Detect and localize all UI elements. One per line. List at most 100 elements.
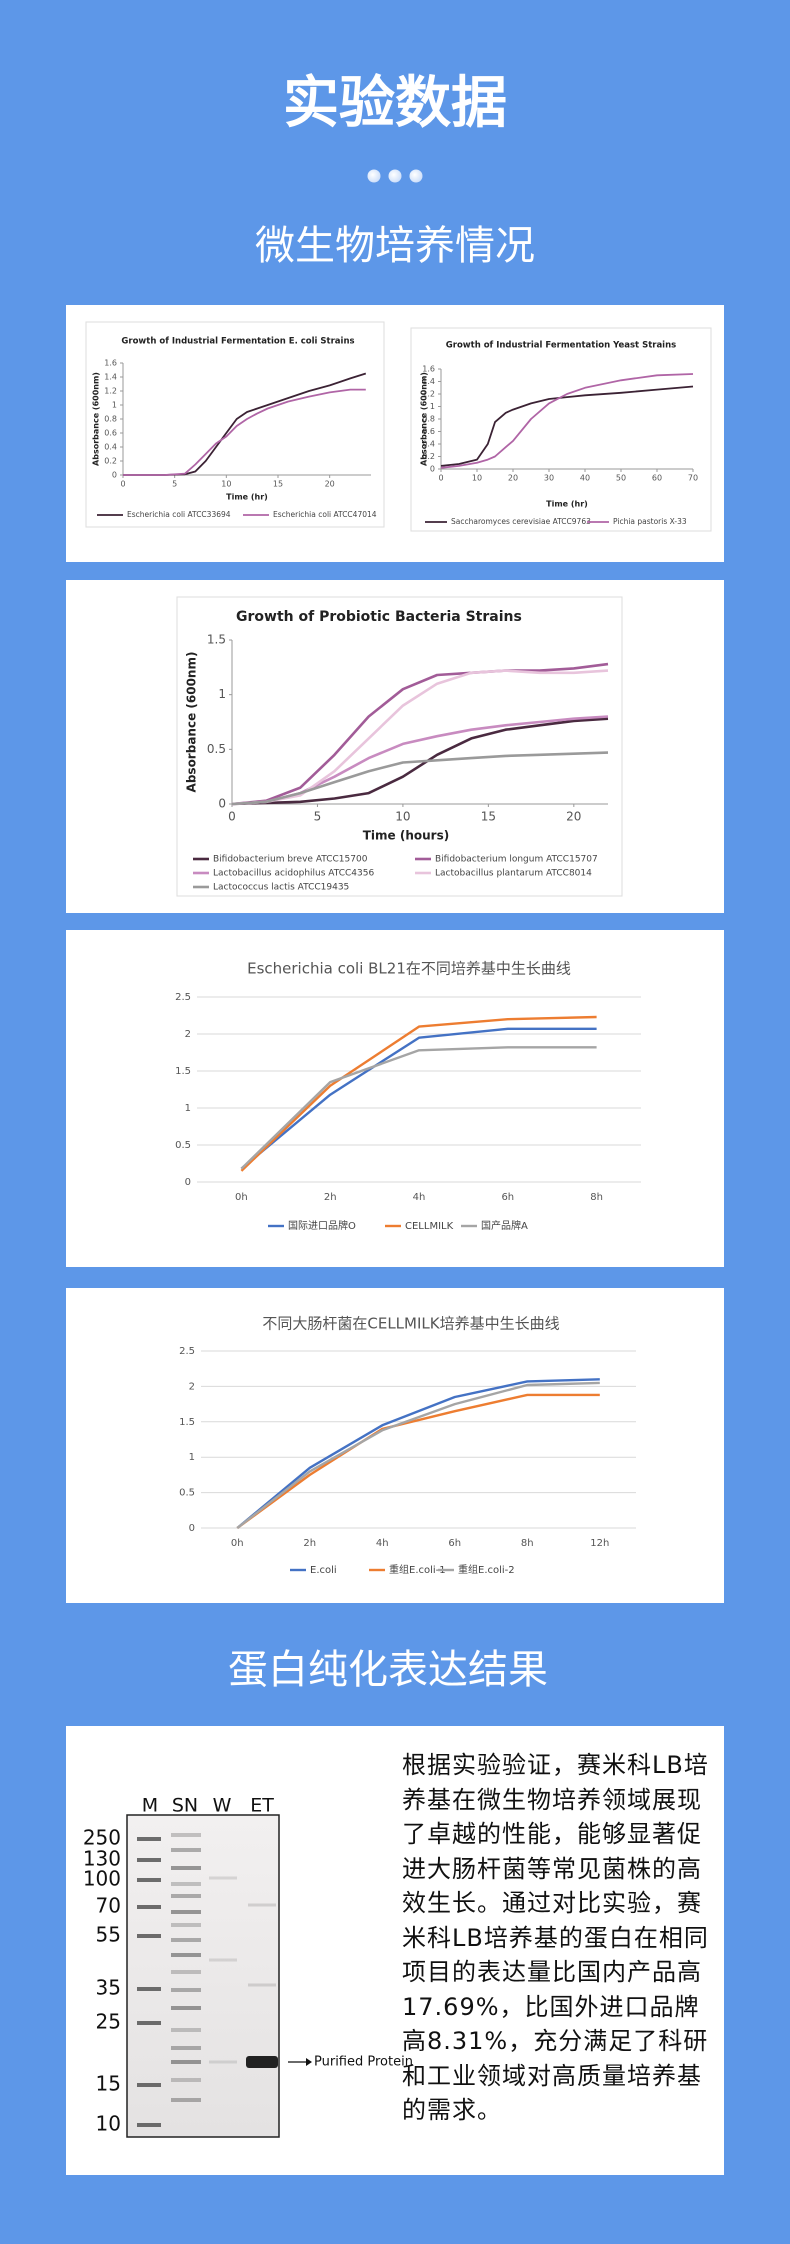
x-tick-label: 6h <box>501 1192 514 1203</box>
series-line <box>240 1046 597 1170</box>
y-tick-label: 2.5 <box>175 992 191 1003</box>
marker-label: 130 <box>83 1847 121 1871</box>
y-tick-label: 1.6 <box>104 359 117 368</box>
series-line <box>231 751 609 806</box>
decor-dot <box>388 169 402 183</box>
ladder-band <box>137 1934 161 1938</box>
x-tick-label: 0h <box>235 1192 248 1203</box>
series-line <box>123 388 366 476</box>
y-tick-label: 0.6 <box>104 429 117 438</box>
x-tick-label: 50 <box>616 474 626 483</box>
y-axis-label: Absorbance (600nm) <box>92 372 101 466</box>
legend-label: Lactobacillus acidophilus ATCC4356 <box>213 869 374 879</box>
marker-label: 70 <box>96 1894 121 1918</box>
y-tick-label: 1.2 <box>104 387 117 396</box>
legend-label: Escherichia coli ATCC33694 <box>127 510 231 519</box>
y-tick-label: 0.6 <box>422 427 435 436</box>
x-tick-label: 4h <box>413 1192 426 1203</box>
y-tick-label: 0.5 <box>207 742 226 756</box>
sample-band <box>171 1938 201 1942</box>
legend-label: 重组E.coli-1 <box>389 1563 446 1576</box>
marker-label: 250 <box>83 1826 121 1850</box>
section-title: 蛋白纯化表达结果 <box>228 1647 548 1693</box>
gel-image <box>126 1814 280 2138</box>
series-line <box>231 717 609 806</box>
x-tick-label: 4h <box>376 1538 389 1549</box>
y-tick-label: 0.2 <box>422 452 435 461</box>
x-tick-label: 20 <box>325 480 335 489</box>
chart-card <box>85 321 385 528</box>
x-tick-label: 40 <box>580 474 590 483</box>
x-axis-label: Time (hr) <box>546 500 588 509</box>
y-tick-label: 0.8 <box>422 415 435 424</box>
y-tick-label: 1.4 <box>104 373 117 382</box>
lane-label: M <box>142 1795 158 1817</box>
x-tick-label: 10 <box>472 474 482 483</box>
result-paragraph: 根据实验验证，赛米科LB培养基在微生物培养领域展现了卓越的性能，能够显著促进大肠… <box>402 1751 709 2124</box>
x-tick-label: 8h <box>590 1192 603 1203</box>
series-line <box>231 662 609 806</box>
series-line <box>236 1381 600 1529</box>
ladder-band <box>137 1987 161 1991</box>
chart-title: Escherichia coli BL21在不同培养基中生长曲线 <box>247 960 571 978</box>
marker-label: 10 <box>96 2112 121 2136</box>
wash-band <box>209 1876 237 1880</box>
legend-label: Escherichia coli ATCC47014 <box>273 510 377 519</box>
x-tick-label: 20 <box>508 474 518 483</box>
marker-label: 35 <box>96 1976 121 2000</box>
sample-band <box>171 1910 201 1914</box>
legend-label: Lactobacillus plantarum ATCC8014 <box>435 869 592 879</box>
y-tick-label: 1 <box>112 401 117 410</box>
series-line <box>440 373 694 469</box>
series-line <box>240 1027 597 1170</box>
sample-band <box>171 2078 201 2082</box>
sample-band <box>171 1848 201 1852</box>
x-tick-label: 5 <box>172 480 177 489</box>
x-tick-label: 2h <box>303 1538 316 1549</box>
chart-title: Growth of Probiotic Bacteria Strains <box>236 609 522 625</box>
y-tick-label: 0 <box>185 1177 191 1188</box>
series-line <box>231 669 609 806</box>
decor-dot <box>409 169 423 183</box>
x-tick-label: 20 <box>566 810 581 824</box>
x-tick-label: 12h <box>590 1538 609 1549</box>
x-tick-label: 0h <box>231 1538 244 1549</box>
legend-label: Bifidobacterium longum ATCC15707 <box>435 855 598 865</box>
chart-title: Growth of Industrial Fermentation Yeast … <box>446 341 676 351</box>
protein-band <box>246 2056 278 2068</box>
x-axis-label: Time (hours) <box>363 829 449 843</box>
ladder-band <box>137 1878 161 1882</box>
y-axis-label: Absorbance (600nm) <box>420 372 429 466</box>
y-tick-label: 0 <box>112 471 117 480</box>
y-tick-label: 0 <box>218 797 226 811</box>
legend-label: 重组E.coli-2 <box>458 1563 515 1576</box>
x-tick-label: 0 <box>438 474 443 483</box>
x-tick-label: 15 <box>273 480 283 489</box>
y-tick-label: 0.2 <box>104 457 117 466</box>
annotation-arrow-head <box>306 2058 312 2066</box>
y-tick-label: 0.5 <box>175 1140 191 1151</box>
y-tick-label: 0.4 <box>422 440 435 449</box>
gel-annotation: Purified Protein <box>314 2055 413 2070</box>
x-tick-label: 2h <box>324 1192 337 1203</box>
ladder-band <box>137 1837 161 1841</box>
y-tick-label: 2 <box>185 1029 191 1040</box>
x-tick-label: 0 <box>228 810 236 824</box>
sample-band <box>171 2098 201 2102</box>
x-tick-label: 6h <box>448 1538 461 1549</box>
lane-label: ET <box>250 1795 274 1817</box>
y-tick-label: 1.5 <box>179 1417 195 1428</box>
ladder-band <box>137 1905 161 1909</box>
ladder-band <box>137 2021 161 2025</box>
y-tick-label: 1.6 <box>422 365 435 374</box>
sample-band <box>171 2006 201 2010</box>
y-tick-label: 1 <box>218 687 226 701</box>
legend-label: CELLMILK <box>405 1221 454 1232</box>
y-tick-label: 0.8 <box>104 415 117 424</box>
legend-label: Pichia pastoris X-33 <box>613 517 687 526</box>
x-tick-label: 8h <box>521 1538 534 1549</box>
y-tick-label: 1 <box>185 1103 191 1114</box>
series-line <box>440 385 694 467</box>
